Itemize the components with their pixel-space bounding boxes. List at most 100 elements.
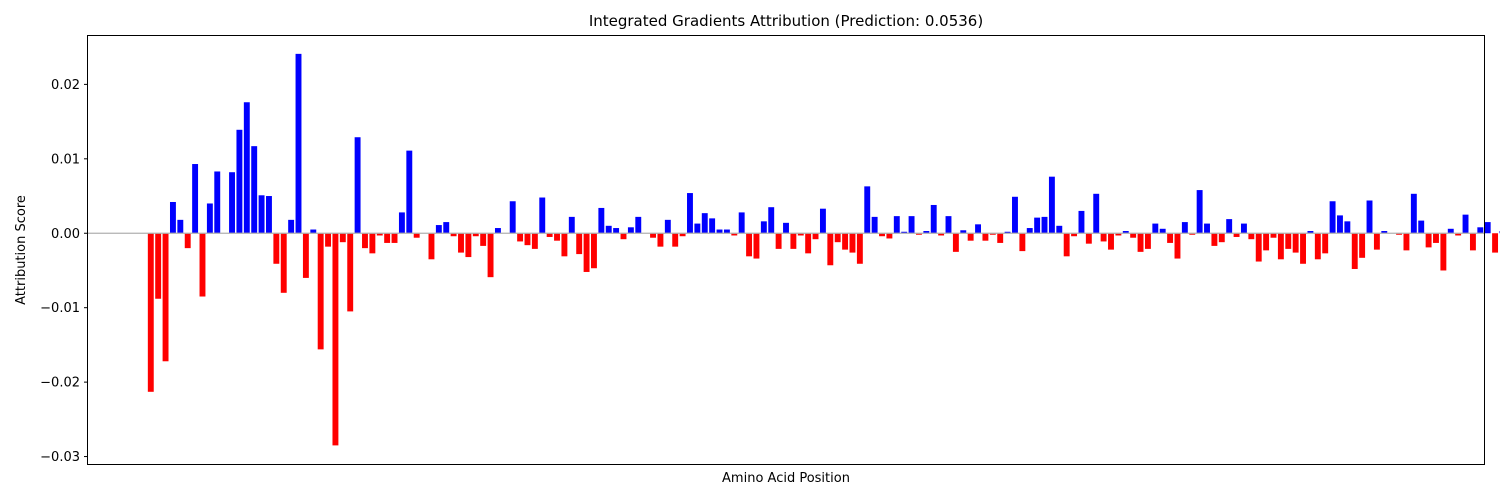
attribution-bar [583,233,590,272]
attribution-bar [332,233,339,446]
attribution-bar [169,201,176,234]
attribution-bar [568,216,575,234]
plot-frame [87,35,1485,465]
attribution-bar [1359,233,1366,258]
attribution-bar [1373,233,1380,250]
attribution-bar [775,233,782,249]
attribution-bar [605,225,612,234]
attribution-bar [635,216,642,234]
attribution-bar [1285,233,1292,249]
y-tick-label: −0.02 [40,376,80,391]
attribution-bar [1100,233,1107,242]
attribution-bar [849,233,856,253]
attribution-bar [1344,221,1351,234]
attribution-bar [362,233,368,249]
attribution-bar [1255,233,1262,262]
attribution-bar [657,233,664,247]
attribution-bar [664,219,671,234]
attribution-bar [812,233,819,240]
attribution-bar [923,231,930,234]
attribution-bar [864,186,871,234]
chart-title: Integrated Gradients Attribution (Predic… [589,12,983,30]
attribution-bar [539,197,546,234]
attribution-bar [1270,233,1277,238]
attribution-bar [1012,196,1018,234]
attribution-bar [613,228,620,234]
attribution-bar [1300,233,1306,264]
attribution-bar [472,233,479,237]
attribution-bar [1410,193,1417,234]
attribution-bar [354,137,361,234]
attribution-bar [783,222,789,234]
attribution-bar [517,233,524,242]
attribution-bar [827,233,834,266]
attribution-bar [450,233,457,237]
attribution-bar [731,233,738,236]
y-tick-label: −0.01 [40,301,80,316]
attribution-bar [435,225,442,234]
attribution-bar [302,233,309,278]
attribution-bar [952,233,959,252]
attribution-bar [1469,233,1476,251]
attribution-bar [465,233,472,258]
attribution-bar [1071,233,1078,237]
attribution-bar [627,227,634,234]
attribution-bar [554,233,560,241]
attribution-bar [184,233,191,249]
attribution-bar [1159,228,1166,234]
attribution-bar [1277,233,1284,260]
attribution-bar [975,224,981,234]
attribution-bar [310,229,317,234]
attribution-bar [1366,200,1373,234]
attribution-bar [369,233,376,254]
attribution-bar [967,233,974,241]
attribution-bar [406,150,413,234]
attribution-bar [982,233,989,241]
attribution-bar [1026,228,1033,234]
attribution-bar [214,171,221,234]
attribution-bar [1433,233,1439,243]
attribution-bar [428,233,435,260]
attribution-bar [650,233,656,238]
attribution-bar [856,233,863,264]
attribution-bar [1056,225,1063,234]
attribution-bar [1167,233,1174,243]
attribution-bar [1292,233,1299,253]
attribution-bar [494,228,501,234]
attribution-bar [1034,217,1041,234]
attribution-bar [1137,233,1144,252]
attribution-bar [243,102,250,234]
attribution-bar [694,223,701,234]
attribution-bar [1078,210,1085,234]
attribution-bar [1233,233,1240,237]
attribution-bar [930,204,937,234]
attribution-bar [1174,233,1181,259]
attribution-bar [280,233,287,293]
attribution-bar [1447,228,1454,234]
attribution-bar [1329,201,1336,234]
attribution-bar [1130,233,1137,238]
attribution-bar [1115,233,1122,236]
attribution-bar [834,233,841,243]
attribution-bar [1152,223,1159,234]
attribution-bar [598,207,605,234]
attribution-bar [1144,233,1151,249]
attribution-bar [1322,233,1329,254]
attribution-bar [790,233,797,249]
y-axis: −0.03 −0.02 −0.01 0.00 0.01 0.02 [40,78,88,465]
attribution-bar [1263,233,1270,251]
attribution-bar [398,212,405,234]
attribution-bar [546,233,553,237]
attribution-bar [273,233,280,264]
attribution-bar [760,221,767,234]
attribution-bar [1004,231,1011,234]
attribution-bar [347,233,354,312]
attribution-bar [960,230,967,234]
attribution-bar [1019,233,1026,252]
attribution-bar [229,172,235,234]
attribution-bar [1337,215,1343,234]
attribution-bar [443,222,450,234]
y-tick-label: −0.03 [40,450,80,465]
attribution-bar [672,233,679,247]
attribution-bar [1455,233,1462,236]
